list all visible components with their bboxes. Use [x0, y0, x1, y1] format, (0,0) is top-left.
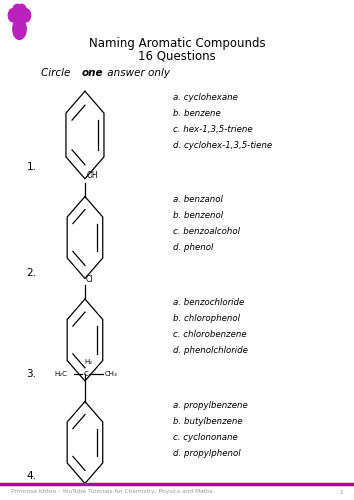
Text: b. chlorophenol: b. chlorophenol — [173, 314, 240, 323]
Text: c. benzoalcohol: c. benzoalcohol — [173, 228, 240, 236]
Text: 1.: 1. — [27, 162, 36, 172]
Text: H₂: H₂ — [84, 359, 92, 365]
Text: d. propylphenol: d. propylphenol — [173, 448, 241, 458]
Text: 3.: 3. — [27, 369, 36, 379]
Text: 16 Questions: 16 Questions — [138, 50, 216, 62]
Text: d. phenol: d. phenol — [173, 244, 214, 252]
Text: Primrose Kitten - YouTube Tutorials for Chemistry, Physics and Maths.: Primrose Kitten - YouTube Tutorials for … — [11, 490, 214, 494]
Text: b. benzenol: b. benzenol — [173, 212, 224, 220]
Text: Naming Aromatic Compounds: Naming Aromatic Compounds — [89, 37, 265, 50]
Text: d. cyclohex-1,3,5-tiene: d. cyclohex-1,3,5-tiene — [173, 141, 273, 150]
Text: OH: OH — [87, 171, 98, 180]
Text: C: C — [84, 371, 88, 377]
Text: c. hex-1,3,5-triene: c. hex-1,3,5-triene — [173, 125, 253, 134]
Text: a. benzanol: a. benzanol — [173, 196, 223, 204]
Text: c. chlorobenzene: c. chlorobenzene — [173, 330, 247, 339]
Text: CH₃: CH₃ — [104, 371, 117, 377]
Text: a. propylbenzene: a. propylbenzene — [173, 400, 248, 409]
Circle shape — [8, 8, 18, 22]
Text: 1: 1 — [340, 490, 343, 494]
Text: 2.: 2. — [27, 268, 36, 278]
Text: a. cyclohexane: a. cyclohexane — [173, 93, 238, 102]
Text: H₂C: H₂C — [55, 371, 68, 377]
Text: one: one — [81, 68, 103, 78]
Circle shape — [17, 4, 26, 18]
Text: d. phenolchloride: d. phenolchloride — [173, 346, 249, 355]
Text: c. cyclononane: c. cyclononane — [173, 432, 238, 442]
Circle shape — [13, 4, 22, 18]
Text: b. butylbenzene: b. butylbenzene — [173, 416, 243, 426]
Text: answer only: answer only — [104, 68, 170, 78]
Text: Circle: Circle — [41, 68, 73, 78]
Text: Cl: Cl — [86, 274, 93, 283]
Ellipse shape — [13, 18, 26, 40]
Circle shape — [21, 8, 31, 22]
Text: b. benzene: b. benzene — [173, 109, 221, 118]
Text: a. benzochloride: a. benzochloride — [173, 298, 245, 307]
Text: 4.: 4. — [27, 471, 36, 481]
